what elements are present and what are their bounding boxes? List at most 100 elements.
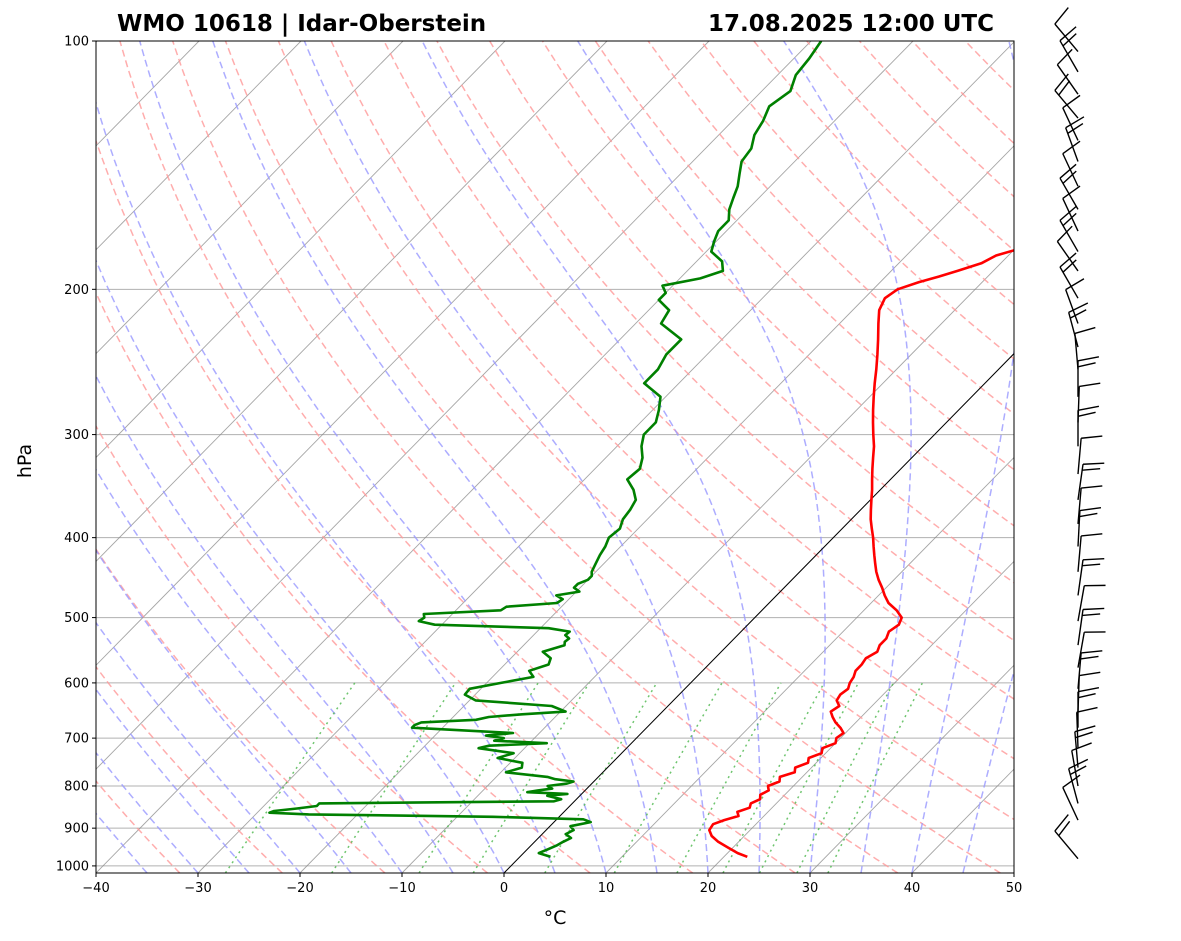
isotherm-line [96, 41, 608, 563]
moist-adiabat [421, 41, 761, 873]
wind-barb-shaft [1062, 107, 1079, 141]
dry-adiabats [96, 41, 1181, 873]
moist-adiabat [212, 41, 658, 873]
dry-adiabat [96, 665, 283, 873]
dry-adiabat [594, 41, 1014, 471]
x-tick-label: 20 [700, 881, 717, 896]
moist-adiabat [962, 668, 1014, 873]
wind-barb [1065, 278, 1085, 324]
wind-barb-flag [1062, 185, 1081, 200]
isotherm-line [96, 41, 710, 666]
wind-barb [1077, 382, 1101, 423]
dewpoint-line [268, 41, 823, 859]
wind-barb-flag [1077, 362, 1096, 368]
dry-adiabat [1071, 41, 1181, 873]
wind-barb [1065, 116, 1085, 162]
wind-barb [1077, 435, 1103, 475]
wind-barb-shaft [1054, 90, 1079, 119]
moist-adiabat [577, 41, 826, 873]
wind-barb-flag [1059, 163, 1077, 179]
mixing-ratio-line [331, 682, 457, 873]
wind-barb-flag [1077, 687, 1100, 693]
x-tick-label: 30 [802, 881, 819, 896]
wind-barb-flag [1077, 356, 1100, 362]
wind-barb [1077, 462, 1105, 500]
moist-adiabat [783, 41, 912, 873]
moist-adiabat [96, 258, 505, 873]
wind-barb-flag [1065, 116, 1085, 129]
mixing-ratio-lines [224, 682, 924, 873]
isotherm-line [96, 41, 302, 251]
moist-adiabat [96, 548, 352, 873]
moist-adiabat [911, 41, 1014, 873]
y-tick-label: 200 [64, 283, 89, 298]
mixing-ratio-line [472, 682, 590, 873]
plot-area [96, 41, 1181, 873]
y-tick-label: 700 [64, 732, 89, 747]
wind-barb [1077, 584, 1106, 622]
moist-adiabat [96, 621, 301, 873]
dry-adiabat [911, 41, 1014, 145]
wind-barb-shaft [1062, 153, 1079, 187]
wind-barb-flag [1082, 558, 1105, 561]
x-axis-label: °C [544, 907, 567, 929]
wind-barb-shaft [1056, 64, 1079, 95]
wind-barb [1062, 185, 1081, 232]
wind-barb [1077, 671, 1101, 712]
x-tick-label: 0 [500, 881, 508, 896]
pressure-gridlines [96, 41, 1014, 867]
wind-barb-flag [1054, 814, 1069, 832]
y-tick-label: 800 [64, 779, 89, 794]
wind-barb-flag [1065, 278, 1085, 291]
wind-barb-flag [1082, 462, 1105, 465]
wind-barb-flag [1067, 122, 1084, 134]
mixing-ratio-line [224, 682, 356, 873]
wind-barb-shaft [1077, 585, 1085, 622]
wind-barb [1054, 7, 1079, 53]
dry-adiabat [330, 41, 1014, 760]
wind-barb [1077, 356, 1100, 397]
dry-adiabat [753, 41, 1014, 306]
wind-barb-flag [1058, 80, 1071, 96]
isotherms [96, 41, 1014, 873]
wind-barb-flag [1058, 820, 1071, 837]
moist-adiabat [96, 100, 556, 873]
wind-barb-flag [1081, 435, 1103, 439]
wind-barb [1054, 73, 1079, 119]
wind-barb [1077, 631, 1106, 668]
dry-adiabat [700, 41, 1014, 360]
moist-adiabat [96, 468, 403, 873]
dry-adiabat [1018, 41, 1181, 873]
wind-barb-shaft [1062, 787, 1079, 821]
y-tick-label: 1000 [56, 859, 89, 874]
wind-barb-flag [1056, 48, 1073, 66]
wind-barb [1054, 814, 1079, 860]
wind-barb-flag [1082, 607, 1105, 611]
wind-barb [1071, 742, 1092, 787]
wind-barb [1059, 26, 1079, 73]
wind-barb [1062, 140, 1081, 187]
chart-title-date: 17.08.2025 12:00 UTC [708, 11, 994, 37]
wind-barb-flag [1074, 326, 1096, 335]
chart-title-station: WMO 10618 | Idar-Oberstein [117, 11, 486, 37]
wind-barb-flag [1076, 706, 1098, 713]
moist-adiabat [96, 374, 454, 873]
wind-barb-flag [1059, 205, 1077, 221]
wind-barb [1077, 485, 1103, 525]
isotherm-line [605, 456, 1014, 873]
dry-adiabat [436, 41, 1014, 642]
mixing-ratio-line [758, 682, 860, 873]
plot-frame [95, 40, 1015, 874]
wind-barb-flag [1062, 140, 1081, 155]
wind-barb-shaft [1077, 632, 1085, 668]
isotherm-line [299, 145, 1014, 873]
wind-barb [1077, 533, 1103, 572]
dry-adiabat [541, 41, 1014, 527]
sounding-profiles [268, 41, 1014, 859]
x-tick-label: −40 [82, 881, 109, 896]
mixing-ratio-line [796, 682, 895, 873]
wind-barb-flag [1082, 467, 1101, 471]
wind-barb-shaft [1065, 289, 1079, 324]
